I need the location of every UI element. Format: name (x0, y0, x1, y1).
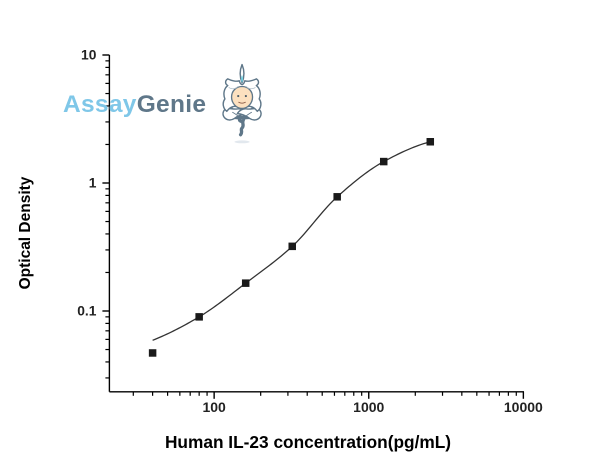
svg-text:AssayGenie: AssayGenie (63, 91, 206, 118)
svg-text:0.1: 0.1 (77, 304, 97, 319)
svg-text:1000: 1000 (353, 399, 384, 415)
svg-text:10: 10 (81, 48, 97, 63)
svg-text:Optical Density: Optical Density (17, 176, 34, 289)
svg-text:Human IL-23 concentration(pg/m: Human IL-23 concentration(pg/mL) (165, 432, 451, 452)
svg-text:100: 100 (202, 399, 226, 415)
svg-text:10000: 10000 (504, 399, 543, 415)
svg-text:1: 1 (89, 176, 97, 191)
